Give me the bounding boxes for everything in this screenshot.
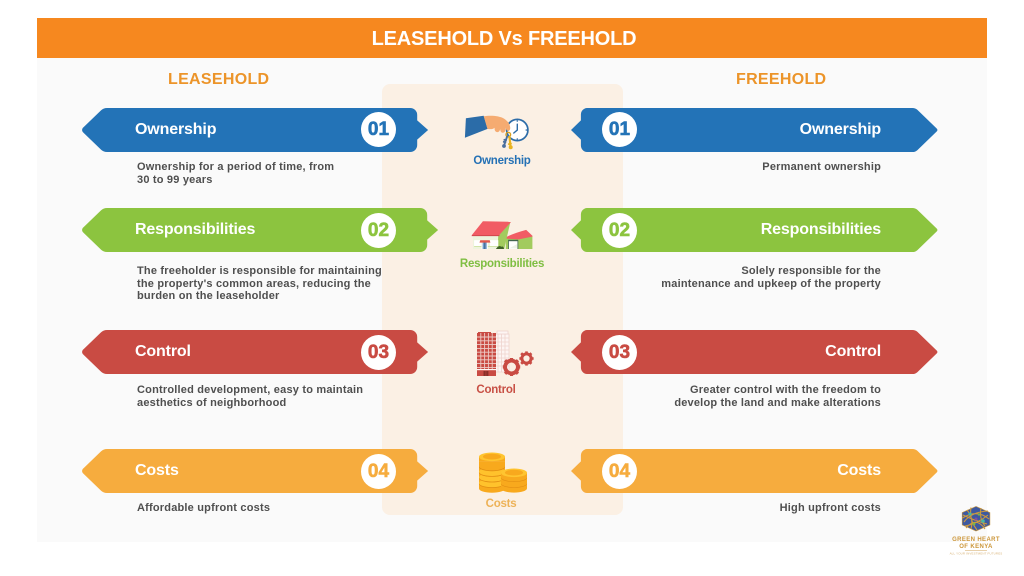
svg-text:GREEN HEART: GREEN HEART (952, 537, 1000, 543)
svg-text:ALL YOUR INVESTMENT FUTURES: ALL YOUR INVESTMENT FUTURES (950, 552, 1003, 556)
svg-text:OF KENYA: OF KENYA (959, 544, 993, 550)
